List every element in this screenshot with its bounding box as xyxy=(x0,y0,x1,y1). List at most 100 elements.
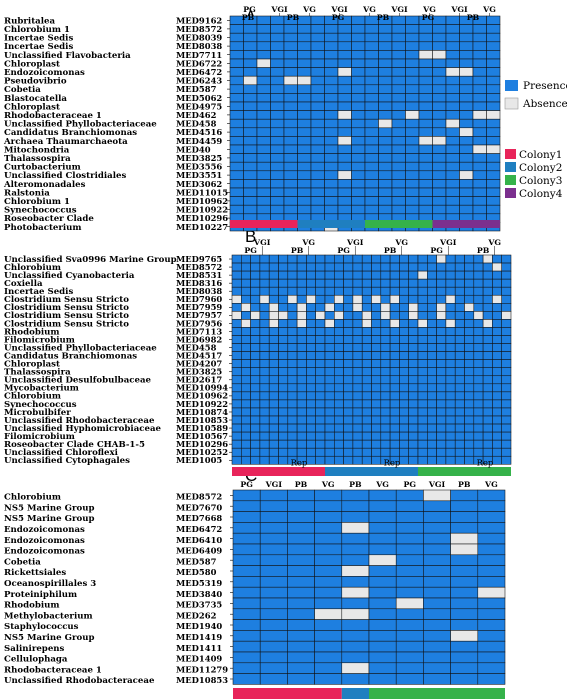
heatmap-cell xyxy=(287,651,315,664)
heatmap-cell xyxy=(241,431,251,441)
column-label: VG xyxy=(375,480,389,489)
row-taxon-label: Chlorobium xyxy=(4,493,61,503)
row-taxon-label: Incertae Sedis xyxy=(4,42,73,52)
heatmap-cell xyxy=(492,455,502,465)
heatmap-cell xyxy=(341,532,370,545)
heatmap-cell xyxy=(229,50,244,60)
row-med-label: MED2617 xyxy=(176,375,222,385)
heatmap-cell xyxy=(241,343,251,352)
heatmap-cell xyxy=(395,500,424,512)
heatmap-cell xyxy=(405,101,420,111)
heatmap-cell xyxy=(231,327,242,336)
heatmap-cell xyxy=(364,93,379,103)
heatmap-cell xyxy=(361,391,372,401)
heatmap-cell xyxy=(454,294,465,304)
heatmap-cell xyxy=(380,335,391,344)
heatmap-cell xyxy=(482,262,493,272)
heatmap-cell xyxy=(418,41,433,51)
legend: Presence Absence Colony1 Colony2 Colony3… xyxy=(504,80,567,200)
heatmap-cell xyxy=(417,447,428,457)
heatmap-cell xyxy=(334,407,344,417)
heatmap-cell xyxy=(250,439,261,449)
heatmap-cell xyxy=(432,67,447,77)
heatmap-cell xyxy=(427,367,437,377)
heatmap-cell xyxy=(371,447,382,457)
heatmap-cell xyxy=(436,351,447,360)
heatmap-cell xyxy=(364,144,379,154)
heatmap-cell xyxy=(324,294,335,304)
heatmap-cell xyxy=(250,311,261,320)
column-label-top: VG xyxy=(487,238,501,247)
heatmap-cell xyxy=(371,423,382,433)
heatmap-cell xyxy=(492,447,502,457)
heatmap-cell xyxy=(436,439,447,449)
heatmap-cell xyxy=(395,662,424,674)
heatmap-cell xyxy=(391,144,406,154)
heatmap-cell xyxy=(324,327,335,336)
heatmap-cell xyxy=(334,286,344,296)
heatmap-cell xyxy=(256,110,271,120)
heatmap-cell xyxy=(270,196,285,206)
heatmap-cell xyxy=(278,383,289,393)
heatmap-cell xyxy=(315,294,326,304)
heatmap-cell xyxy=(408,391,419,401)
row-med-label: MED458 xyxy=(176,119,217,129)
heatmap-cell xyxy=(256,101,271,111)
heatmap-cell xyxy=(241,327,251,336)
heatmap-cell xyxy=(297,187,312,197)
legend-label-colony3: Colony3 xyxy=(519,175,562,187)
heatmap-cell xyxy=(229,136,244,146)
heatmap-cell xyxy=(492,415,502,425)
heatmap-cell xyxy=(296,399,307,409)
row-med-label: MED4516 xyxy=(176,127,222,137)
heatmap-cell xyxy=(482,447,493,457)
heatmap-cell xyxy=(427,415,437,425)
heatmap-cell xyxy=(352,303,363,312)
heatmap-cell xyxy=(250,343,261,352)
heatmap-cell xyxy=(436,383,447,393)
heatmap-cell xyxy=(297,136,312,146)
heatmap-cell xyxy=(243,136,258,146)
legend-swatch-colony2 xyxy=(505,162,516,172)
heatmap-cell xyxy=(324,351,335,360)
heatmap-cell xyxy=(364,50,379,60)
heatmap-cell xyxy=(473,303,484,312)
heatmap-cell xyxy=(315,351,326,360)
heatmap-cell xyxy=(445,262,456,272)
heatmap-cell xyxy=(268,311,279,320)
heatmap-cell xyxy=(364,204,379,215)
heatmap-cell xyxy=(445,84,460,94)
row-taxon-label: Unclassified Cyanobacteria xyxy=(4,271,135,281)
heatmap-cell xyxy=(417,278,428,288)
heatmap-cell xyxy=(482,327,493,336)
heatmap-cell xyxy=(418,50,433,60)
heatmap-cell xyxy=(268,455,279,465)
heatmap-cell xyxy=(454,431,465,441)
heatmap-cell xyxy=(315,311,326,320)
heatmap-cell xyxy=(486,67,501,77)
heatmap-cell xyxy=(334,367,344,377)
heatmap-cell xyxy=(399,278,409,288)
heatmap-cell xyxy=(482,375,493,385)
heatmap-cell xyxy=(287,391,298,401)
row-taxon-label: Rickettsiales xyxy=(4,568,66,578)
heatmap-cell xyxy=(482,359,493,368)
heatmap-cell xyxy=(436,311,447,320)
heatmap-cell xyxy=(229,144,244,154)
heatmap-cell xyxy=(343,311,354,320)
heatmap-cell xyxy=(241,391,251,401)
heatmap-cell xyxy=(492,311,502,320)
heatmap-cell xyxy=(427,399,437,409)
heatmap-cell xyxy=(436,254,447,264)
heatmap-cell xyxy=(472,32,487,43)
heatmap-cell xyxy=(243,101,258,111)
heatmap-cell xyxy=(378,58,393,68)
heatmap-cell xyxy=(389,367,400,377)
column-label-top: VG xyxy=(362,5,376,14)
heatmap-cell xyxy=(268,439,279,449)
heatmap-cell xyxy=(256,50,271,60)
heatmap-cell xyxy=(259,489,288,502)
heatmap-cell xyxy=(482,303,493,312)
row-med-label: MED1940 xyxy=(176,621,222,631)
legend-label-colony4: Colony4 xyxy=(519,188,563,200)
